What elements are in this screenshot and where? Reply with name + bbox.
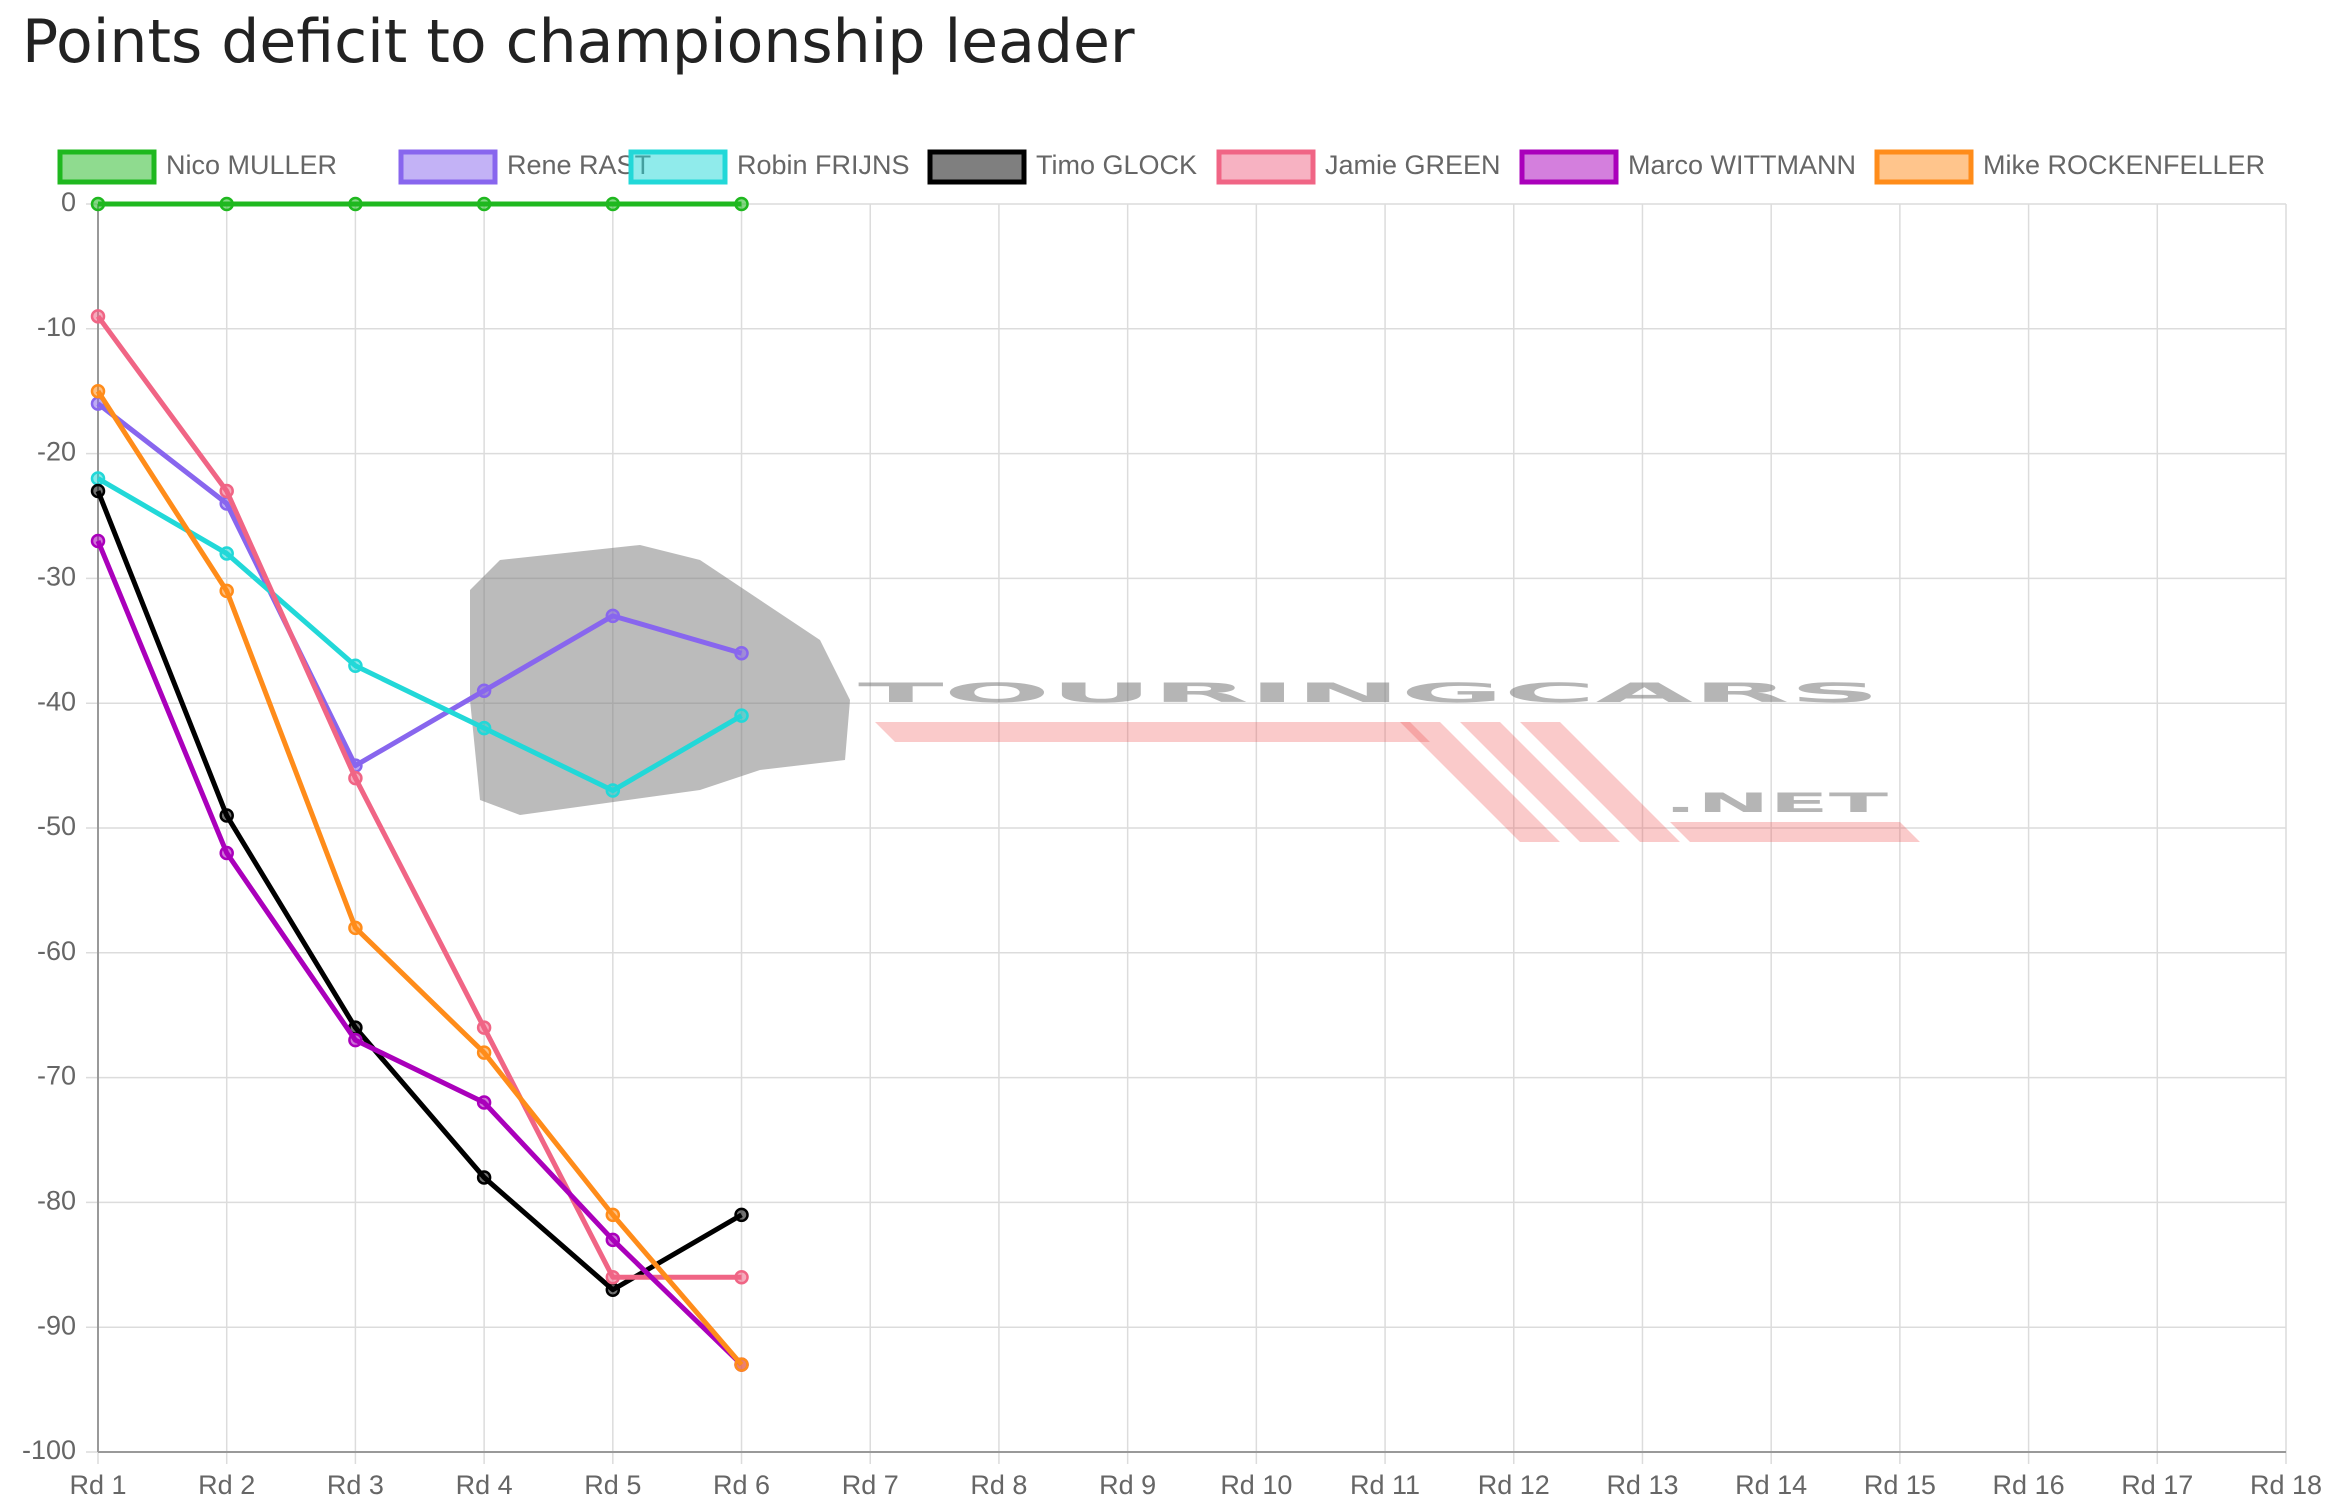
data-point <box>348 1032 363 1048</box>
watermark-stripe <box>1670 822 1920 842</box>
data-point <box>476 1170 492 1185</box>
watermark-text: TOURINGCARS <box>858 678 1880 709</box>
watermark-stripe <box>1520 722 1680 842</box>
chart-title: Points deficit to championship leader <box>22 7 1135 77</box>
data-point <box>348 770 363 786</box>
data-point <box>734 1207 749 1223</box>
x-tick-label: Rd 16 <box>1993 1470 2065 1500</box>
x-tick-label: Rd 7 <box>842 1470 899 1500</box>
x-tick-label: Rd 6 <box>713 1470 770 1500</box>
series-line <box>95 314 742 1280</box>
y-tick-label: -70 <box>37 1061 76 1091</box>
data-point <box>734 1357 749 1372</box>
legend-label: Timo GLOCK <box>1036 150 1197 180</box>
data-point <box>605 1282 621 1298</box>
data-point <box>734 646 749 661</box>
x-tick-label: Rd 5 <box>584 1470 641 1500</box>
data-point <box>90 483 106 499</box>
data-point <box>476 720 492 736</box>
series-line <box>96 401 743 769</box>
legend-swatch <box>1874 149 1974 185</box>
data-point <box>605 608 621 624</box>
legend-label: Marco WITTMANN <box>1628 150 1856 180</box>
data-point <box>348 658 363 674</box>
data-point <box>476 1045 492 1060</box>
watermark-car <box>470 545 850 815</box>
x-tick-label: Rd 15 <box>1864 1470 1936 1500</box>
legend-label: Nico MULLER <box>166 150 337 180</box>
data-point <box>90 309 106 324</box>
data-point <box>734 1270 749 1285</box>
legend-label: Robin FRIJNS <box>737 150 910 180</box>
data-point <box>219 808 234 823</box>
data-point <box>476 196 492 212</box>
legend-swatch <box>927 149 1027 185</box>
data-point <box>90 471 106 486</box>
legend-swatch <box>628 149 728 185</box>
data-point <box>476 683 492 698</box>
x-tick-label: Rd 10 <box>1220 1470 1292 1500</box>
data-point <box>476 1020 492 1035</box>
series-line <box>96 476 743 794</box>
legend-label: Mike ROCKENFELLER <box>1983 150 2265 180</box>
y-tick-label: -30 <box>37 562 76 592</box>
data-point <box>90 383 106 399</box>
watermark: TOURINGCARS .NET <box>470 545 1920 842</box>
data-point <box>219 483 234 499</box>
watermark-text: .NET <box>1664 788 1890 819</box>
legend-swatch <box>1216 149 1316 185</box>
data-point <box>90 196 106 212</box>
legend-swatch <box>1519 149 1619 185</box>
y-tick-label: -40 <box>37 686 76 716</box>
watermark-stripe <box>1460 722 1620 842</box>
legend-swatch <box>57 149 157 185</box>
watermark-stripe <box>1400 722 1560 842</box>
x-tick-label: Rd 17 <box>2121 1470 2193 1500</box>
watermark-stripe <box>875 722 1430 742</box>
y-tick-label: -90 <box>37 1310 76 1340</box>
data-point <box>476 1095 492 1110</box>
x-tick-label: Rd 12 <box>1478 1470 1550 1500</box>
data-point <box>734 196 749 212</box>
x-tick-label: Rd 8 <box>970 1470 1027 1500</box>
x-tick-label: Rd 3 <box>327 1470 384 1500</box>
legend-swatch <box>398 149 498 185</box>
series-line <box>95 540 744 1367</box>
y-tick-label: -50 <box>37 811 76 841</box>
y-tick-label: -10 <box>37 312 76 342</box>
data-point <box>605 1207 621 1223</box>
legend-label: Rene RAST <box>507 150 651 180</box>
x-tick-label: Rd 18 <box>2250 1470 2322 1500</box>
x-tick-label: Rd 4 <box>456 1470 513 1500</box>
y-tick-label: -100 <box>22 1435 76 1465</box>
x-tick-label: Rd 13 <box>1606 1470 1678 1500</box>
y-tick-label: -80 <box>37 1186 76 1216</box>
data-point <box>219 546 234 561</box>
x-tick-label: Rd 2 <box>198 1470 255 1500</box>
x-tick-label: Rd 14 <box>1735 1470 1807 1500</box>
data-point <box>734 708 749 723</box>
y-tick-label: -20 <box>37 437 76 467</box>
data-point <box>605 1232 621 1248</box>
data-point <box>219 583 234 599</box>
data-point <box>348 196 363 212</box>
data-point <box>605 783 621 798</box>
data-point <box>348 920 363 936</box>
data-point <box>605 1270 621 1285</box>
data-point <box>605 196 621 212</box>
series-line <box>95 389 744 1367</box>
legend-label: Jamie GREEN <box>1325 150 1501 180</box>
x-tick-label: Rd 1 <box>69 1470 126 1500</box>
data-point <box>219 196 234 212</box>
y-tick-label: -60 <box>37 936 76 966</box>
data-point <box>219 845 234 861</box>
x-tick-label: Rd 11 <box>1350 1470 1420 1500</box>
grid <box>86 203 2287 1464</box>
y-tick-label: 0 <box>61 187 76 217</box>
x-tick-label: Rd 9 <box>1099 1470 1156 1500</box>
data-point <box>90 533 106 549</box>
